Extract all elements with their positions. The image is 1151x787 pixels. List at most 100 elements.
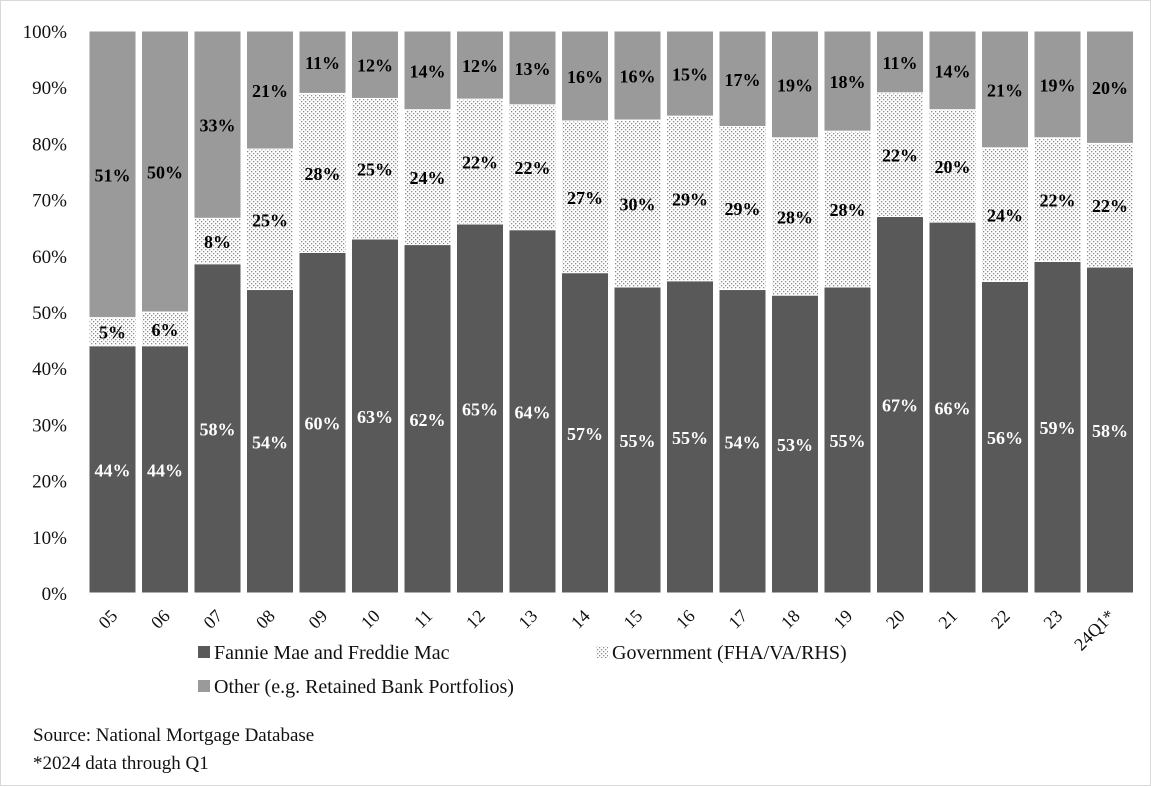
x-tick-label: 17 (724, 606, 751, 633)
bar-segment-government (456, 98, 504, 225)
y-tick-label: 20% (32, 472, 67, 493)
data-label: 21% (252, 81, 288, 101)
x-tick-label: 06 (147, 606, 174, 633)
data-label: 44% (147, 460, 183, 480)
data-label: 57% (567, 424, 603, 444)
data-label: 55% (672, 428, 708, 448)
x-tick-label: 23 (1039, 606, 1066, 633)
data-label: 16% (620, 67, 656, 87)
bar-segment-gse (876, 215, 924, 594)
data-label: 18% (830, 72, 866, 92)
legend-label: Fannie Mae and Freddie Mac (214, 642, 450, 664)
data-label: 27% (567, 188, 603, 208)
data-label: 50% (147, 163, 183, 183)
bar-segment-government (876, 92, 924, 217)
bar-segment-gse (561, 272, 609, 594)
bar-segment-other (88, 30, 137, 319)
data-label: 19% (777, 75, 813, 95)
y-tick-label: 60% (32, 247, 67, 268)
data-label: 25% (357, 160, 393, 180)
bar-segment-other (876, 30, 924, 94)
data-label: 22% (1040, 191, 1076, 211)
data-label: 62% (410, 410, 446, 430)
data-label: 13% (515, 59, 551, 79)
x-tick-label: 12 (462, 606, 489, 633)
data-label: 28% (830, 200, 866, 220)
data-label: 28% (305, 164, 341, 184)
bar-segment-gse (718, 289, 767, 594)
x-tick-label: 24Q1* (1070, 606, 1119, 655)
data-label: 28% (777, 207, 813, 227)
bar-segment-government (613, 119, 662, 288)
data-label: 6% (152, 320, 179, 340)
data-label: 12% (462, 56, 498, 76)
x-tick-label: 10 (357, 606, 384, 633)
bar-segment-government (1086, 142, 1134, 268)
bar-segment-other (403, 30, 452, 111)
data-label: 29% (725, 199, 761, 219)
data-label: 29% (672, 189, 708, 209)
legend-swatch (596, 646, 608, 658)
bar-segment-other (508, 30, 557, 106)
x-tick-label: 09 (304, 606, 331, 633)
data-label: 5% (99, 323, 126, 343)
data-label: 14% (410, 61, 446, 81)
footnote: *2024 data through Q1 (33, 753, 209, 774)
data-label: 12% (357, 56, 393, 76)
x-tick-label: 11 (410, 606, 436, 632)
data-label: 51% (95, 165, 131, 185)
data-label: 24% (987, 206, 1023, 226)
data-label: 8% (204, 232, 231, 252)
data-label: 33% (200, 116, 236, 136)
bar-segment-other (141, 30, 189, 313)
bar-segment-gse (141, 345, 189, 594)
bar-segment-other (298, 30, 347, 94)
bar-segment-government (771, 137, 819, 296)
y-tick-label: 70% (32, 191, 67, 212)
x-tick-label: 18 (777, 606, 804, 633)
bar-segment-gse (1086, 266, 1134, 594)
data-labels-layer: 44% 5% 51% 44% 6% 50% 58% 8% 33% 54% 25% 21% 60% 28% 1… (95, 53, 1129, 480)
source-note: Source: National Mortgage Database (33, 725, 315, 746)
bar-segment-government (508, 104, 557, 231)
bar-segment-gse (298, 251, 347, 594)
bar-segment-other (1086, 30, 1134, 144)
bar-segment-gse (981, 280, 1029, 594)
legend-label: Government (FHA/VA/RHS) (612, 642, 847, 664)
data-label: 64% (515, 402, 551, 422)
bar-segment-government (403, 109, 452, 246)
bar-segment-gse (928, 221, 977, 594)
data-label: 22% (882, 146, 918, 166)
data-label: 20% (1092, 78, 1128, 98)
bar-segment-gse (88, 345, 137, 594)
x-tick-label: 07 (199, 606, 226, 633)
bar-segment-other (928, 30, 977, 111)
legend: Fannie Mae and Freddie Mac Government (FH… (198, 642, 847, 698)
x-tick-label: 05 (94, 606, 121, 633)
bar-segment-other (246, 30, 294, 150)
y-tick-label: 10% (32, 528, 67, 549)
data-label: 16% (567, 67, 603, 87)
bar-segment-other (561, 30, 609, 122)
x-tick-label: 15 (619, 606, 646, 633)
data-label: 44% (95, 460, 131, 480)
bar-segment-gse (771, 294, 819, 594)
x-tick-label: 16 (672, 606, 699, 633)
y-tick-label: 40% (32, 359, 67, 380)
data-label: 63% (357, 407, 393, 427)
bar-segment-government (141, 311, 189, 347)
data-label: 66% (935, 399, 971, 419)
data-label: 54% (252, 432, 288, 452)
data-label: 55% (830, 431, 866, 451)
y-tick-label: 100% (23, 22, 68, 43)
data-label: 21% (987, 80, 1023, 100)
bar-segment-gse (193, 263, 242, 594)
x-tick-label: 19 (829, 606, 856, 633)
bar-segment-government (88, 317, 137, 347)
bar-segment-other (666, 30, 714, 117)
bar-segment-other (613, 30, 662, 121)
bar-segment-other (351, 30, 399, 99)
data-label: 19% (1040, 75, 1076, 95)
